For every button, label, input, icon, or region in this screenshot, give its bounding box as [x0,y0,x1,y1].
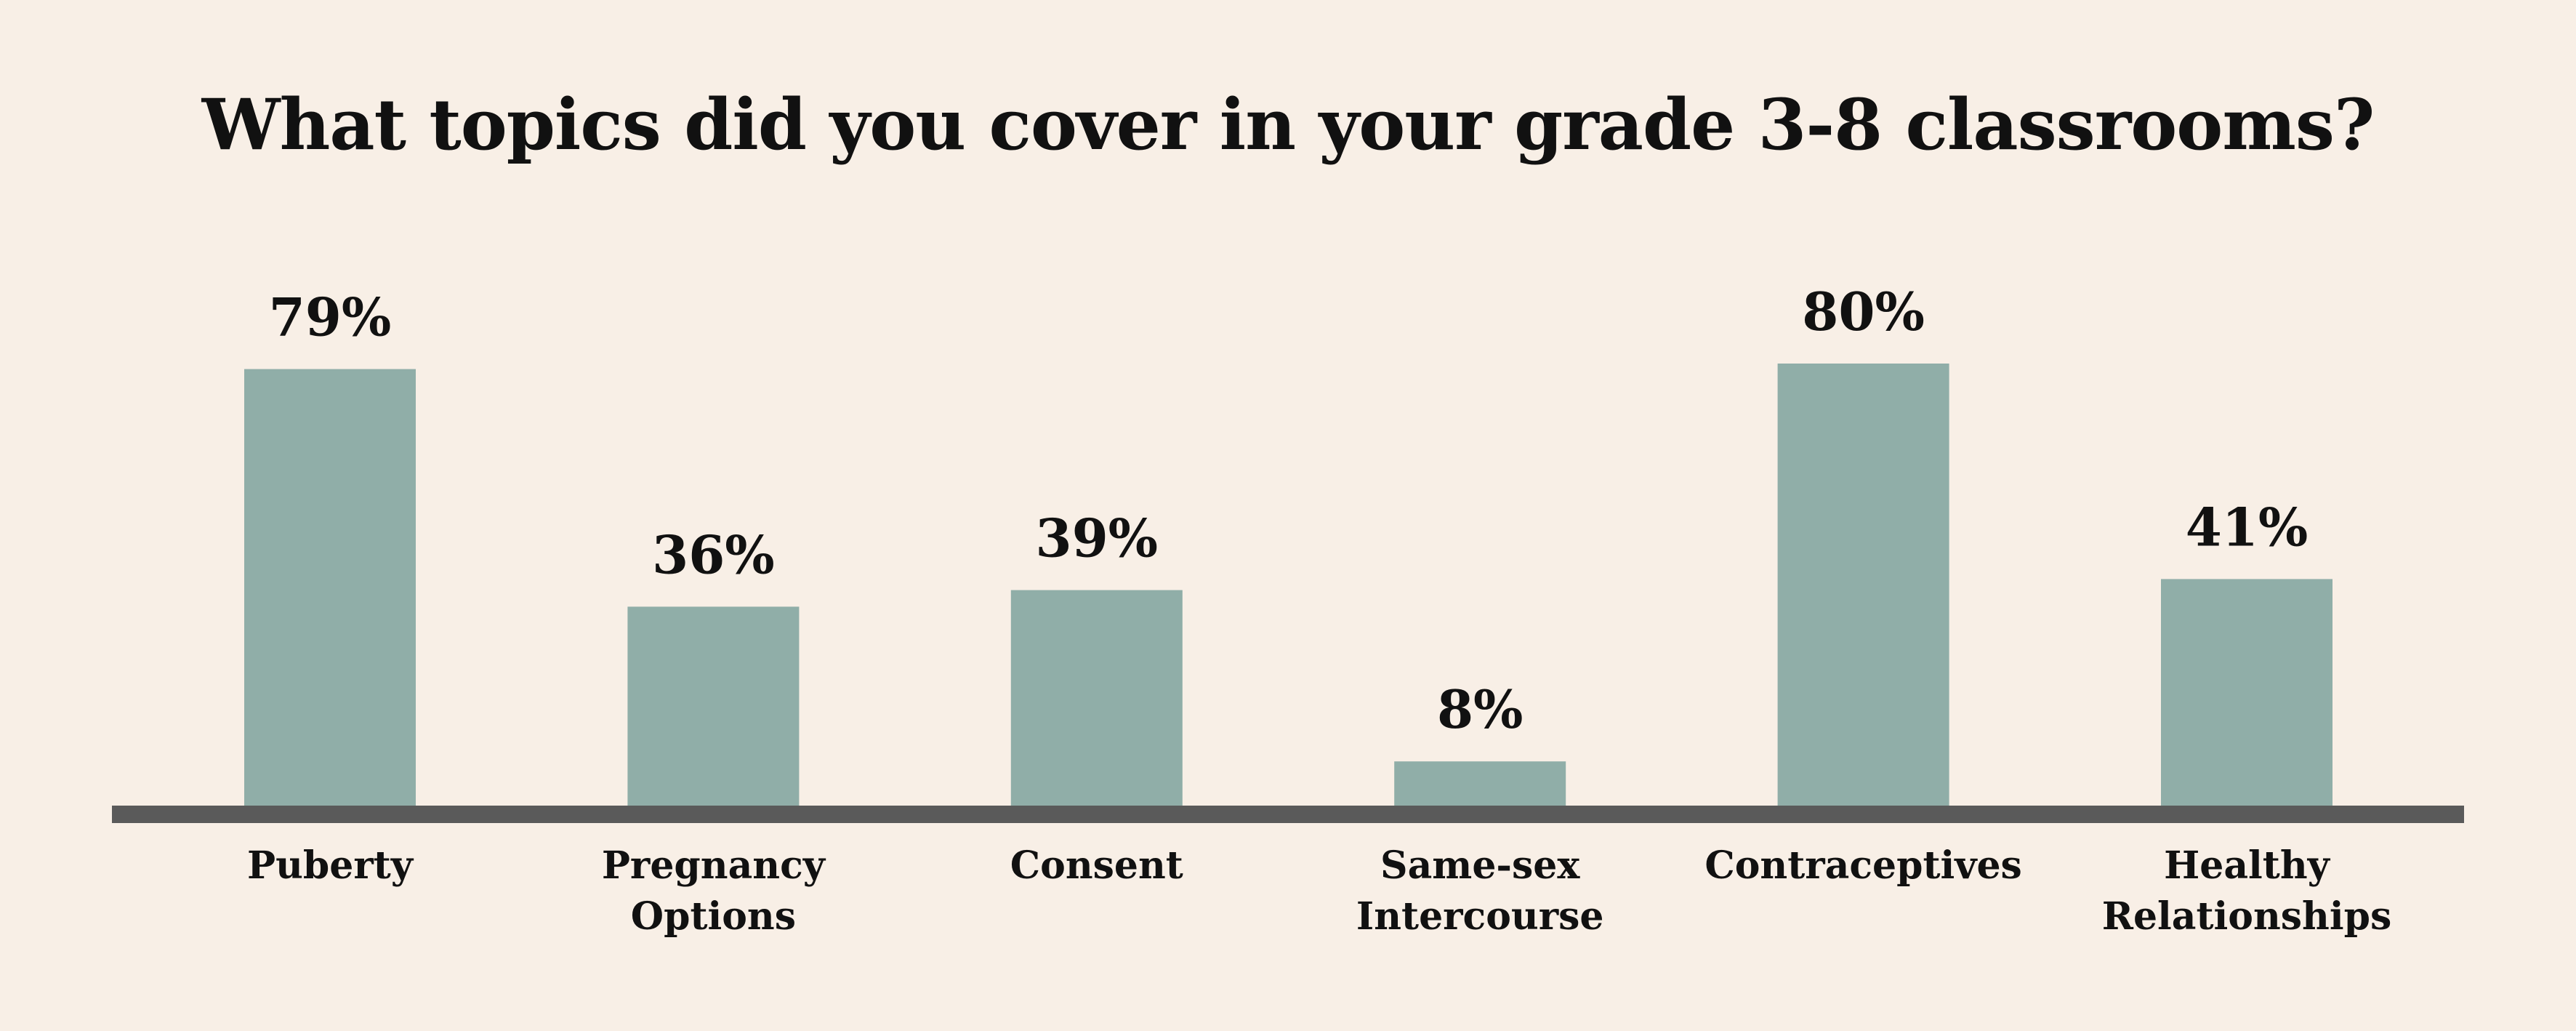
category-label-3-line-1: Intercourse [1356,894,1604,939]
bar-3 [1394,761,1566,806]
value-label-4: 80% [1802,281,1925,342]
category-label-2-line-0: Consent [1010,843,1183,888]
bar-0 [244,369,416,806]
value-label-0: 79% [269,286,392,348]
x-axis-baseline [112,806,2464,823]
value-label-5: 41% [2186,496,2309,558]
category-label-3-line-0: Same-sex [1380,843,1580,888]
category-label-5-line-1: Relationships [2102,894,2391,939]
category-label-1-line-0: Pregnancy [602,843,826,888]
bar-4 [1777,364,1949,806]
bars-group [244,364,2333,806]
category-label-0-line-0: Puberty [247,843,414,888]
bar-1 [627,606,800,806]
chart-title: What topics did you cover in your grade … [201,84,2375,166]
value-label-2: 39% [1035,508,1158,569]
category-label-5-line-0: Healthy [2164,843,2330,888]
category-labels-group: Puberty Pregnancy Options Consent Same-sex In… [247,843,2391,939]
category-label-1-line-1: Options [631,894,796,939]
bar-2 [1010,590,1183,806]
bar-5 [2161,579,2333,806]
value-label-1: 36% [652,523,775,585]
category-label-4-line-0: Contraceptives [1704,843,2021,888]
value-label-3: 8% [1437,678,1524,740]
value-labels-group: 79% 36% 39% 8% 80% 41% [269,281,2309,740]
